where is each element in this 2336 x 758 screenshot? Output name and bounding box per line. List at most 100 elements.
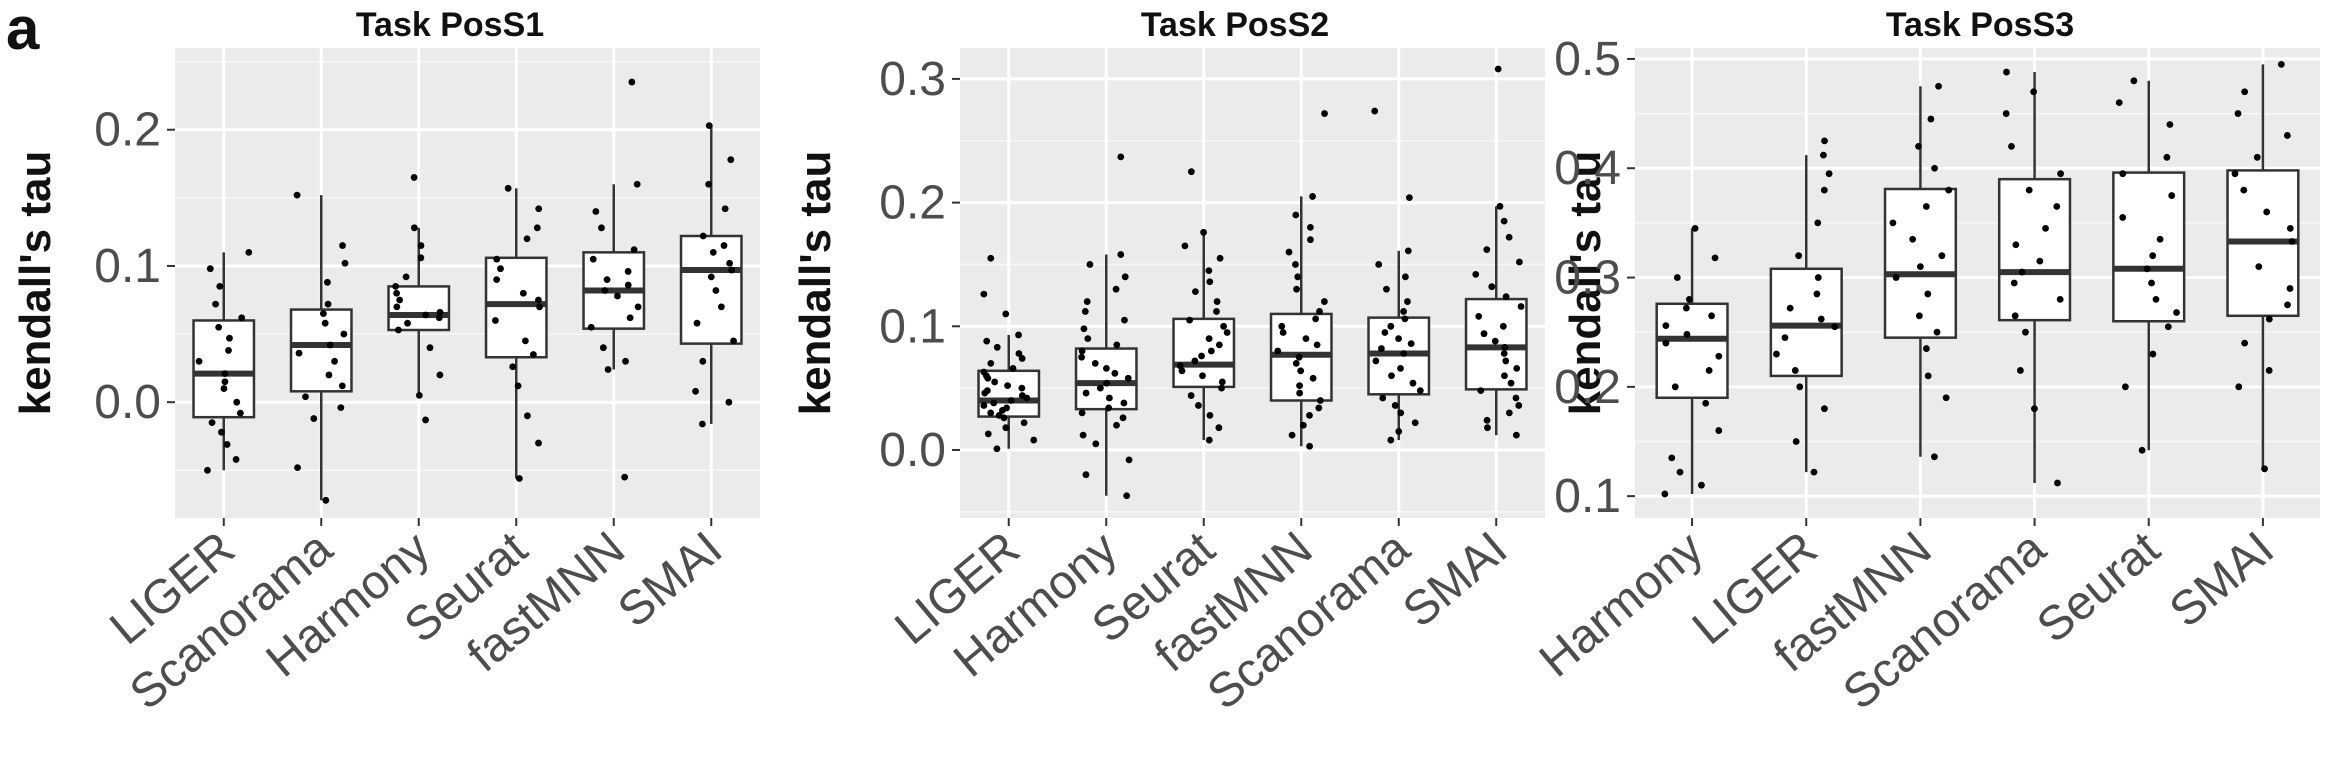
data-point (1205, 335, 1213, 343)
data-point (319, 310, 327, 318)
plot-background (960, 48, 1545, 518)
data-point (987, 254, 995, 262)
data-point (995, 411, 1003, 419)
data-point (493, 255, 501, 263)
data-point (720, 242, 728, 249)
y-tick-label: 0.2 (879, 177, 946, 230)
data-point (1401, 273, 1409, 281)
data-point (331, 357, 338, 365)
data-point (589, 255, 597, 263)
data-point (1125, 456, 1133, 464)
data-point (1407, 340, 1415, 348)
data-point (1381, 329, 1389, 336)
data-point (1661, 490, 1669, 498)
data-point (436, 371, 444, 379)
data-point (1207, 347, 1215, 355)
data-point (410, 174, 418, 181)
data-point (1662, 322, 1670, 330)
data-point (1705, 367, 1713, 374)
data-point (1321, 110, 1328, 117)
data-point (1817, 315, 1825, 323)
data-point (1015, 331, 1022, 339)
data-point (1117, 153, 1125, 161)
data-point (1018, 355, 1026, 362)
box-iqr (1769, 267, 1843, 378)
box-Scanorama (1997, 68, 2072, 487)
data-point (195, 357, 203, 365)
data-point (1935, 82, 1942, 90)
box-Harmony (387, 174, 451, 424)
data-point (1096, 384, 1104, 392)
data-point (238, 314, 246, 322)
data-point (1501, 372, 1508, 380)
data-point (2036, 257, 2044, 265)
data-point (1205, 436, 1213, 444)
data-point (2149, 252, 2157, 260)
data-point (2149, 350, 2157, 358)
data-point (2284, 301, 2291, 309)
data-point (519, 289, 527, 297)
data-point (417, 254, 425, 262)
data-point (1515, 402, 1523, 409)
data-point (727, 156, 735, 164)
data-point (1092, 440, 1100, 448)
data-point (535, 439, 542, 447)
data-point (1395, 428, 1403, 435)
data-point (2130, 77, 2138, 85)
data-point (1002, 424, 1010, 432)
data-point (717, 303, 725, 311)
panel-letter: a (6, 0, 40, 62)
data-point (2240, 186, 2248, 194)
data-point (1915, 312, 1923, 320)
data-point (1295, 353, 1303, 361)
data-point (515, 475, 523, 482)
data-point (1938, 252, 1946, 260)
data-point (1124, 374, 1132, 382)
data-point (2253, 153, 2261, 161)
data-point (1388, 372, 1395, 380)
data-point (2163, 153, 2171, 161)
data-point (1820, 186, 1828, 194)
data-point (1821, 137, 1828, 145)
data-point (341, 259, 349, 267)
data-point (692, 387, 699, 395)
data-point (707, 273, 715, 281)
data-point (1086, 261, 1094, 268)
data-point (993, 445, 1001, 453)
data-point (514, 382, 522, 390)
data-point (1285, 248, 1293, 256)
data-point (1215, 424, 1223, 432)
box-iqr (192, 319, 256, 419)
data-point (712, 287, 720, 294)
data-point (1120, 399, 1128, 407)
data-point (1083, 298, 1091, 305)
data-point (1942, 394, 1950, 402)
data-point (1296, 382, 1303, 390)
data-point (1292, 211, 1300, 219)
data-point (2168, 192, 2176, 199)
data-point (504, 184, 512, 192)
data-point (1500, 217, 1508, 225)
box-Harmony (1655, 224, 1729, 498)
data-point (1313, 341, 1321, 349)
box-fastMNN (1269, 110, 1333, 450)
y-axis-label: kendall's tau (11, 151, 60, 416)
data-point (991, 378, 999, 386)
data-point (1475, 312, 1483, 320)
data-point (533, 224, 541, 232)
data-point (2277, 60, 2285, 68)
data-point (1018, 392, 1026, 399)
data-point (622, 357, 629, 365)
data-point (1218, 384, 1225, 392)
data-point (1400, 350, 1408, 357)
data-point (1030, 436, 1038, 444)
data-point (1387, 436, 1395, 444)
y-tick-label: 0.2 (94, 104, 161, 157)
data-point (628, 78, 636, 86)
data-point (208, 419, 216, 427)
data-point (233, 398, 241, 406)
data-point (1199, 372, 1206, 380)
data-point (1691, 224, 1699, 232)
data-point (310, 415, 318, 422)
box-iqr (289, 308, 353, 393)
